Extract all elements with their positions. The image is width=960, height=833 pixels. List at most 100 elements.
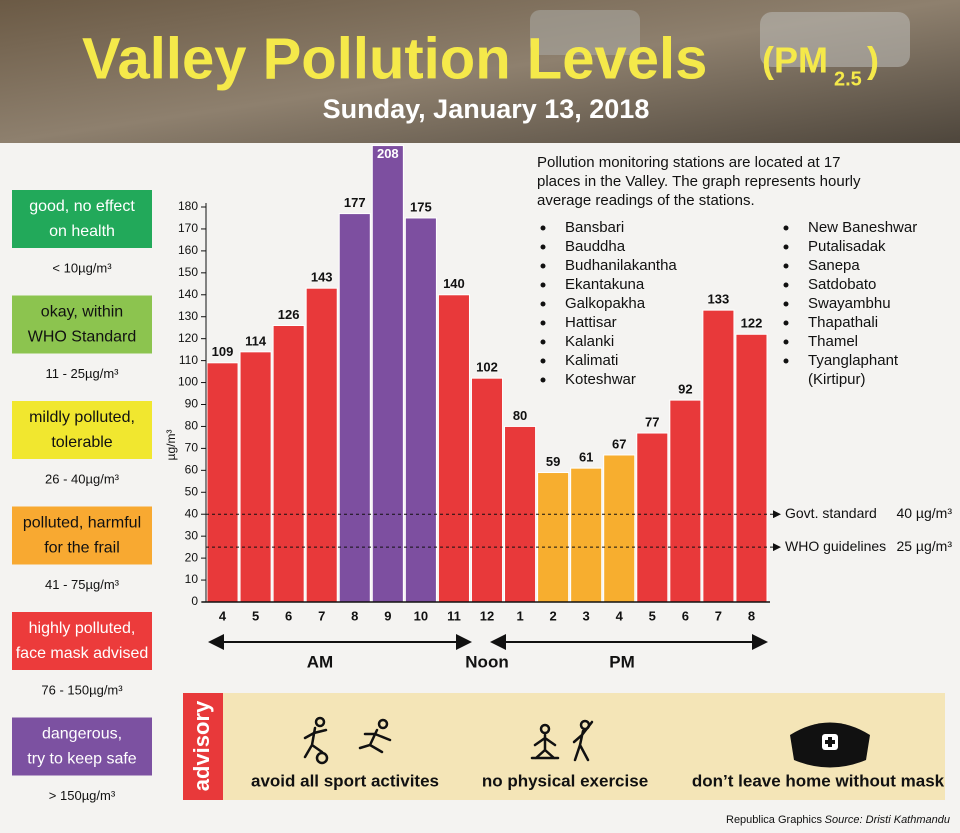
legend-label: on health bbox=[49, 223, 115, 240]
mask-icon bbox=[790, 722, 870, 768]
bullet bbox=[783, 282, 789, 288]
station: Bauddha bbox=[565, 238, 626, 255]
y-tick-label: 100 bbox=[178, 375, 198, 389]
bullet bbox=[540, 244, 546, 250]
bar-value-label: 67 bbox=[612, 436, 626, 451]
x-tick-label: 1 bbox=[516, 608, 523, 623]
advisory-item: no physical exercise bbox=[482, 771, 648, 790]
photo-car bbox=[530, 10, 640, 55]
y-tick-label: 120 bbox=[178, 331, 198, 345]
bullet bbox=[540, 263, 546, 269]
x-tick-label: 9 bbox=[384, 608, 391, 623]
x-tick-label: 10 bbox=[414, 608, 428, 623]
legend-range: 26 - 40µg/m³ bbox=[45, 471, 120, 486]
bullet bbox=[783, 225, 789, 231]
bar bbox=[735, 333, 768, 603]
advisory-title: advisory bbox=[189, 700, 214, 791]
station: Putalisadak bbox=[808, 238, 886, 255]
bar-value-label: 102 bbox=[476, 360, 498, 375]
x-tick-label: 5 bbox=[649, 608, 656, 623]
station: Ekantakuna bbox=[565, 276, 645, 293]
bar-value-label: 133 bbox=[708, 292, 730, 307]
legend-box bbox=[12, 506, 152, 565]
station: Budhanilakantha bbox=[565, 257, 677, 274]
title-unit: ) bbox=[867, 40, 879, 81]
x-tick-label: 2 bbox=[550, 608, 557, 623]
title: Valley Pollution Levels bbox=[82, 26, 707, 91]
bullet bbox=[540, 358, 546, 364]
bar bbox=[702, 309, 735, 603]
y-axis-label: µg/m³ bbox=[164, 430, 178, 461]
x-tick-label: 6 bbox=[285, 608, 292, 623]
station: Galkopakha bbox=[565, 295, 646, 312]
period-label: AM bbox=[307, 652, 333, 671]
station: Thamel bbox=[808, 333, 858, 350]
legend-box bbox=[12, 401, 152, 459]
title-unit: (PM bbox=[762, 40, 828, 81]
station: Kalanki bbox=[565, 333, 614, 350]
y-tick-label: 110 bbox=[179, 353, 198, 367]
station: New Baneshwar bbox=[808, 219, 917, 236]
bar bbox=[272, 325, 305, 603]
y-tick-label: 20 bbox=[185, 550, 199, 564]
station: Thapathali bbox=[808, 314, 878, 331]
station: Sanepa bbox=[808, 257, 860, 274]
legend-label: good, no effect bbox=[29, 198, 135, 215]
station: Satdobato bbox=[808, 276, 876, 293]
exercise-icon bbox=[530, 719, 594, 762]
bar-value-label: 80 bbox=[513, 408, 527, 423]
y-tick-label: 170 bbox=[178, 221, 198, 235]
bar-value-label: 126 bbox=[278, 307, 300, 322]
legend-label: highly polluted, bbox=[29, 620, 136, 637]
bar-value-label: 140 bbox=[443, 276, 465, 291]
bar-value-label: 175 bbox=[410, 199, 432, 214]
station: Kalimati bbox=[565, 352, 618, 369]
x-tick-label: 4 bbox=[219, 608, 227, 623]
photo-car bbox=[760, 12, 910, 67]
x-tick-label: 4 bbox=[616, 608, 624, 623]
bar bbox=[239, 351, 272, 603]
legend-range: 41 - 75µg/m³ bbox=[45, 577, 120, 592]
y-tick-label: 150 bbox=[178, 265, 198, 279]
bar bbox=[570, 467, 603, 603]
bar-value-label: 143 bbox=[311, 270, 333, 285]
bar bbox=[636, 432, 669, 603]
credit: Republica Graphics bbox=[726, 814, 822, 826]
advisory-item: avoid all sport activites bbox=[251, 771, 439, 790]
legend-label: mildly polluted, bbox=[29, 409, 135, 426]
period-label: PM bbox=[609, 652, 635, 671]
bullet bbox=[783, 339, 789, 345]
date: Sunday, January 13, 2018 bbox=[323, 94, 650, 124]
station: Koteshwar bbox=[565, 371, 636, 388]
y-tick-label: 30 bbox=[185, 528, 199, 542]
station: Hattisar bbox=[565, 314, 617, 331]
x-tick-label: 5 bbox=[252, 608, 259, 623]
legend-label: tolerable bbox=[51, 434, 112, 451]
bar bbox=[305, 287, 338, 603]
x-tick-label: 7 bbox=[318, 608, 325, 623]
title-unit-sub: 2.5 bbox=[834, 68, 862, 90]
bullet bbox=[540, 301, 546, 307]
bar-value-label: 77 bbox=[645, 414, 659, 429]
y-tick-label: 180 bbox=[178, 199, 198, 213]
bullet bbox=[783, 244, 789, 250]
bar-value-label: 109 bbox=[212, 344, 234, 359]
reference-label: 40 µg/m³ bbox=[896, 505, 952, 521]
y-tick-label: 0 bbox=[191, 594, 198, 608]
legend-label: WHO Standard bbox=[28, 329, 136, 346]
bar-value-label: 59 bbox=[546, 454, 560, 469]
legend-range: 11 - 25µg/m³ bbox=[46, 366, 120, 381]
legend-label: polluted, harmful bbox=[23, 515, 141, 532]
x-tick-label: 7 bbox=[715, 608, 722, 623]
info-text: places in the Valley. The graph represen… bbox=[537, 173, 861, 190]
bar bbox=[437, 294, 470, 603]
x-tick-label: 12 bbox=[480, 608, 494, 623]
source: Source: Dristi Kathmandu bbox=[825, 814, 950, 826]
bar-value-label: 177 bbox=[344, 195, 366, 210]
bullet bbox=[540, 225, 546, 231]
bullet bbox=[540, 339, 546, 345]
x-tick-label: 3 bbox=[583, 608, 590, 623]
legend-label: okay, within bbox=[41, 304, 123, 321]
y-tick-label: 90 bbox=[185, 397, 199, 411]
bar bbox=[603, 454, 636, 603]
